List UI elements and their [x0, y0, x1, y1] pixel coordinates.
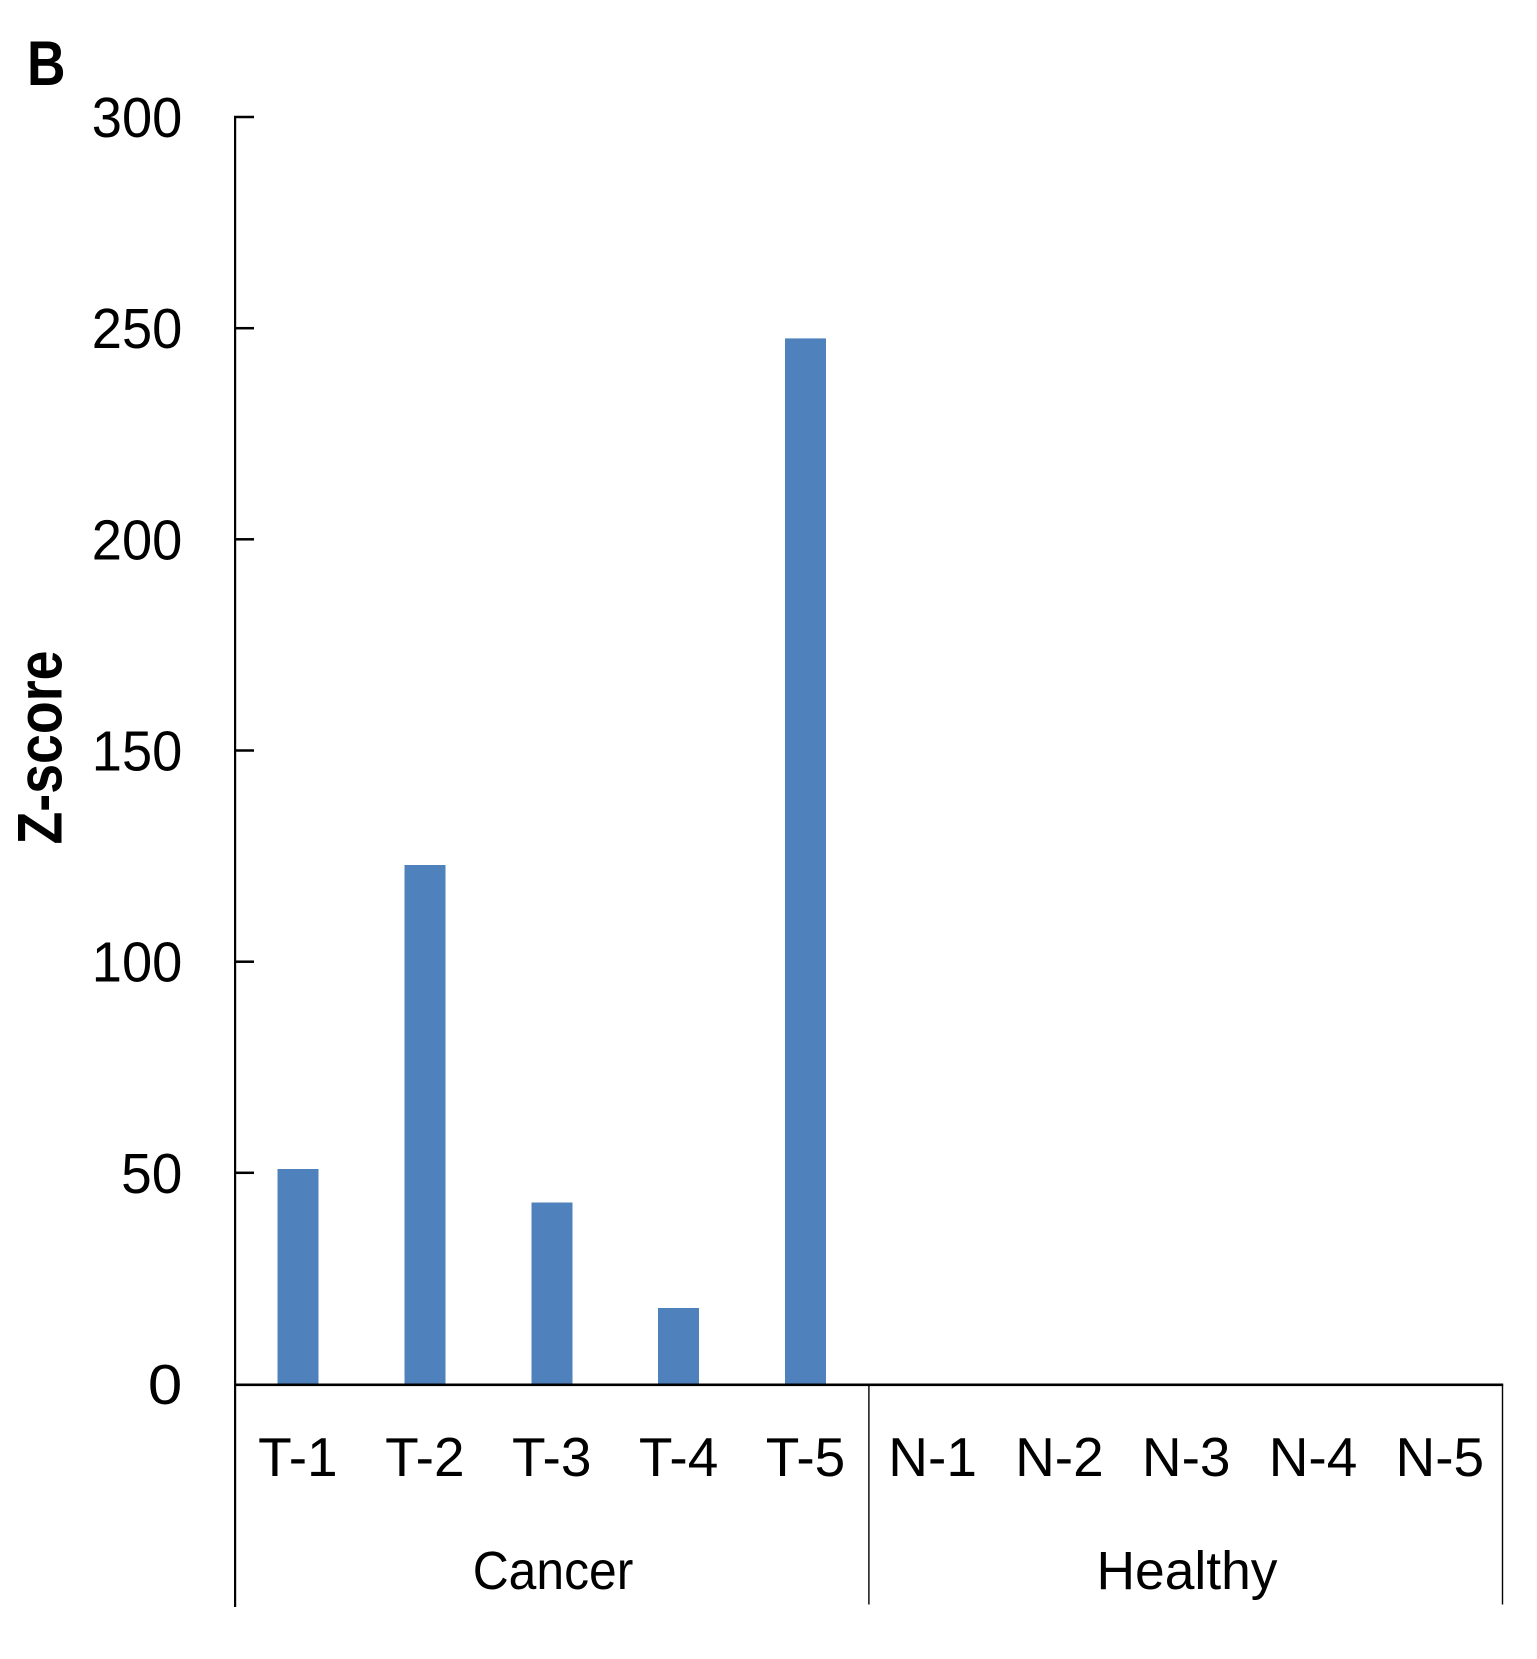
svg-text:T-2: T-2: [385, 1426, 464, 1488]
svg-text:Cancer: Cancer: [473, 1541, 634, 1601]
svg-text:50: 50: [121, 1142, 182, 1206]
svg-text:N-2: N-2: [1015, 1426, 1104, 1488]
svg-text:300: 300: [92, 86, 183, 150]
svg-text:N-3: N-3: [1142, 1426, 1231, 1488]
svg-text:N-1: N-1: [888, 1426, 977, 1488]
svg-text:B: B: [27, 29, 66, 99]
svg-text:Z-score: Z-score: [6, 651, 76, 845]
svg-text:150: 150: [92, 720, 183, 784]
svg-text:T-4: T-4: [639, 1426, 718, 1488]
svg-text:N-4: N-4: [1269, 1426, 1358, 1488]
svg-text:T-1: T-1: [258, 1426, 337, 1488]
svg-text:Healthy: Healthy: [1097, 1541, 1278, 1601]
svg-text:100: 100: [92, 931, 183, 995]
svg-text:0: 0: [148, 1353, 182, 1417]
svg-text:T-3: T-3: [512, 1426, 591, 1488]
svg-text:N-5: N-5: [1395, 1426, 1484, 1488]
svg-text:200: 200: [92, 508, 183, 572]
svg-text:250: 250: [92, 297, 183, 361]
svg-text:T-5: T-5: [766, 1426, 845, 1488]
